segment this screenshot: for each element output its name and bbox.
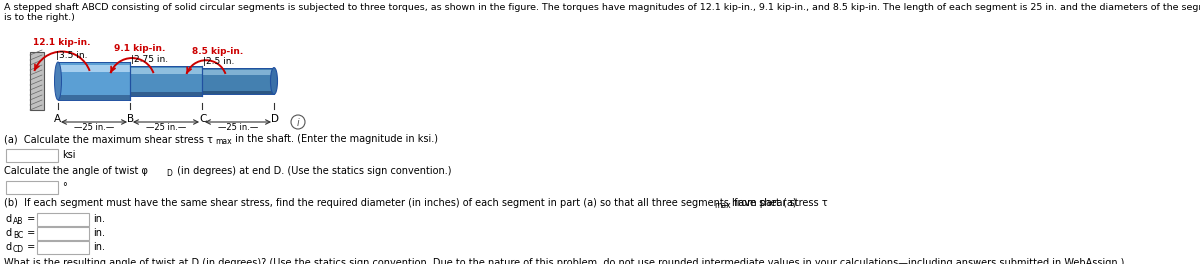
Text: C: C [199, 114, 206, 124]
Text: A: A [54, 114, 60, 124]
Text: °: ° [62, 182, 67, 192]
Text: (b)  If each segment must have the same shear stress, find the required diameter: (b) If each segment must have the same s… [4, 198, 828, 208]
Text: max: max [215, 137, 232, 146]
Text: B: B [127, 114, 134, 124]
Bar [130, 92, 202, 96]
Text: —25 in.—: —25 in.— [74, 123, 114, 132]
Bar [130, 66, 202, 96]
Bar [130, 68, 202, 74]
Text: D: D [166, 169, 172, 178]
Ellipse shape [54, 62, 61, 100]
Bar [130, 66, 202, 96]
Text: in the shaft. (Enter the magnitude in ksi.): in the shaft. (Enter the magnitude in ks… [232, 134, 438, 144]
Bar [30, 52, 44, 110]
Text: What is the resulting angle of twist at D (in degrees)? (Use the statics sign co: What is the resulting angle of twist at … [4, 258, 1124, 264]
Text: 8.5 kip-in.: 8.5 kip-in. [192, 46, 244, 55]
Text: in.: in. [94, 242, 106, 252]
Text: |2.5 in.: |2.5 in. [203, 56, 234, 65]
Text: 12.1 kip-in.: 12.1 kip-in. [34, 37, 91, 47]
Bar [202, 68, 274, 95]
Text: (a)  Calculate the maximum shear stress τ: (a) Calculate the maximum shear stress τ [4, 134, 212, 144]
Bar [58, 95, 130, 100]
Text: =: = [24, 214, 38, 224]
Text: =: = [24, 242, 38, 252]
Text: —25 in.—: —25 in.— [218, 123, 258, 132]
Text: CD: CD [13, 245, 24, 254]
Text: 9.1 kip-in.: 9.1 kip-in. [114, 44, 166, 53]
Bar [6, 181, 58, 194]
Text: ksi: ksi [62, 150, 76, 160]
Bar [58, 62, 130, 100]
Text: —25 in.—: —25 in.— [146, 123, 186, 132]
Text: is to the right.): is to the right.) [4, 13, 74, 22]
Bar [37, 213, 89, 225]
Text: D: D [271, 114, 278, 124]
Text: =: = [24, 228, 38, 238]
Text: BC: BC [13, 231, 23, 240]
Bar [37, 227, 89, 239]
Text: from part (a).: from part (a). [731, 198, 799, 208]
Text: d: d [6, 242, 12, 252]
Text: |2.75 in.: |2.75 in. [131, 55, 168, 64]
Bar [58, 65, 130, 72]
Text: (in degrees) at end D. (Use the statics sign convention.): (in degrees) at end D. (Use the statics … [174, 166, 451, 176]
Text: Calculate the angle of twist φ: Calculate the angle of twist φ [4, 166, 148, 176]
Text: d: d [6, 228, 12, 238]
Bar [202, 70, 274, 75]
Bar [6, 148, 58, 162]
Bar [37, 241, 89, 253]
Ellipse shape [270, 68, 277, 95]
Bar [202, 68, 274, 95]
Text: in.: in. [94, 214, 106, 224]
Text: AB: AB [13, 217, 23, 226]
Text: A stepped shaft ABCD consisting of solid circular segments is subjected to three: A stepped shaft ABCD consisting of solid… [4, 3, 1200, 12]
Text: in.: in. [94, 228, 106, 238]
Text: |3.5 in.: |3.5 in. [56, 51, 88, 60]
Text: max: max [714, 201, 731, 210]
Text: d: d [6, 214, 12, 224]
Text: i: i [296, 117, 299, 128]
Bar [58, 62, 130, 100]
Bar [202, 91, 274, 95]
